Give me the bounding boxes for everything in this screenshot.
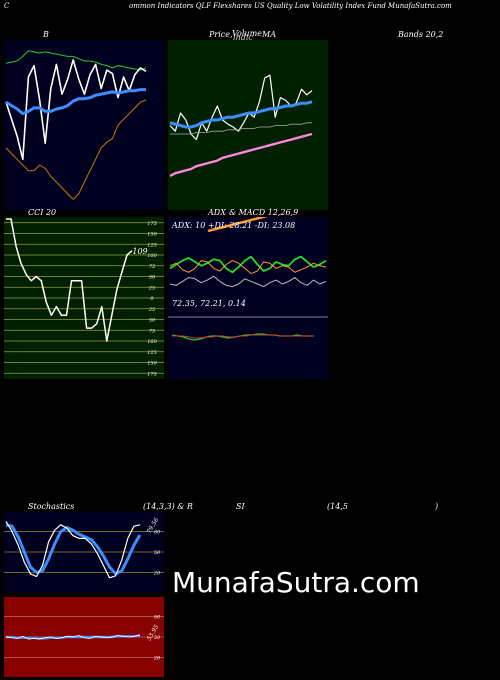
adx-macd-chart: ADX: 10 +DI: 28.21 -DI: 23.08 72.35, 72.… [168, 217, 328, 379]
watermark: MunafaSutra.com [172, 566, 420, 599]
cci-tick-label: 25 [148, 307, 155, 313]
cci-tick-label: 0 [150, 296, 154, 302]
macd-readout: 72.35, 72.21, 0.14 [172, 299, 246, 308]
cci-tick-label: 125 [147, 242, 157, 248]
stoch-k-line [5, 521, 141, 579]
cci-tick-label: 175 [147, 371, 157, 377]
rsi-tick-label: 20 [153, 655, 161, 661]
cci-tick-label: 100 [147, 339, 157, 345]
rsi-tick-label: 50 [154, 635, 161, 641]
bollinger-chart [4, 40, 164, 210]
cci-tick-label: 75 [149, 264, 155, 270]
cci-tick-label: 150 [147, 232, 157, 238]
cci-tick-label: 125 [147, 350, 157, 356]
si-label: SI [236, 502, 245, 511]
rsi-close-paren: ) [435, 502, 439, 511]
adx-label: ADX [208, 208, 226, 217]
rsi-tick-label: 80 [154, 615, 161, 621]
cci-tick-label: 50 [149, 318, 156, 324]
page-title: ommon Indicators QLF Flexshares US Quali… [129, 2, 452, 10]
bollinger-price-line [5, 59, 147, 161]
cci-tick-label: 150 [147, 361, 157, 367]
stoch-tick-label: 80 [154, 530, 161, 536]
stoch-params: (14,3,3) & R [143, 502, 193, 511]
cci-value-label: 109 [132, 247, 147, 256]
adx-readout: ADX: 10 +DI: 28.21 -DI: 23.08 [171, 221, 295, 230]
macd-label: & MACD 12,26,9 [229, 208, 299, 217]
price-chart [168, 40, 328, 210]
price-ma-long-line [170, 122, 312, 135]
stoch-tick-label: 20 [153, 570, 161, 576]
bollinger-label: B [43, 30, 49, 39]
adx-orange-trend [207, 217, 268, 233]
cci-line [6, 218, 133, 342]
price-ma-short-line [169, 100, 313, 129]
macd-signal-line [172, 334, 314, 339]
ma-label: MA [262, 30, 276, 39]
bands-label: Bands 20,2 [398, 30, 444, 39]
bollinger-middle-line [5, 88, 146, 116]
stoch-d-line [5, 523, 142, 576]
cci-chart: 175 150 125 100 75 50 25 0 25 50 75 100 125 150 175 10… [4, 217, 164, 379]
adx-bg [168, 217, 328, 379]
cci-tick-label: 175 [147, 221, 157, 227]
price-bg [168, 40, 328, 210]
price-ma-pink-line [169, 132, 313, 178]
cci-tick-label: 100 [147, 253, 157, 259]
volume-label: Volume [232, 29, 262, 38]
bollinger-bg [4, 40, 164, 210]
cci-tick-label: 50 [149, 275, 156, 281]
stoch-label: Stochastics [28, 502, 75, 511]
bollinger-lower-line [5, 99, 147, 200]
rsi-line [5, 634, 141, 640]
rsi-params: (14,5 [327, 502, 348, 511]
price-label: Price, [209, 30, 233, 39]
adx-minus-di-line [169, 260, 327, 275]
adx-plus-di-line [169, 255, 327, 274]
price-price-line [169, 74, 313, 141]
indic-label: indic [233, 33, 253, 42]
cci-tick-label: 25 [148, 285, 155, 291]
cci-label: CCI 20 [28, 208, 57, 217]
cci-tick-label: 75 [149, 328, 155, 334]
header-c-letter: C [4, 2, 10, 10]
adx-adx-line [169, 275, 327, 288]
stoch-tick-label: 50 [154, 550, 161, 556]
bollinger-upper-line [5, 50, 147, 71]
